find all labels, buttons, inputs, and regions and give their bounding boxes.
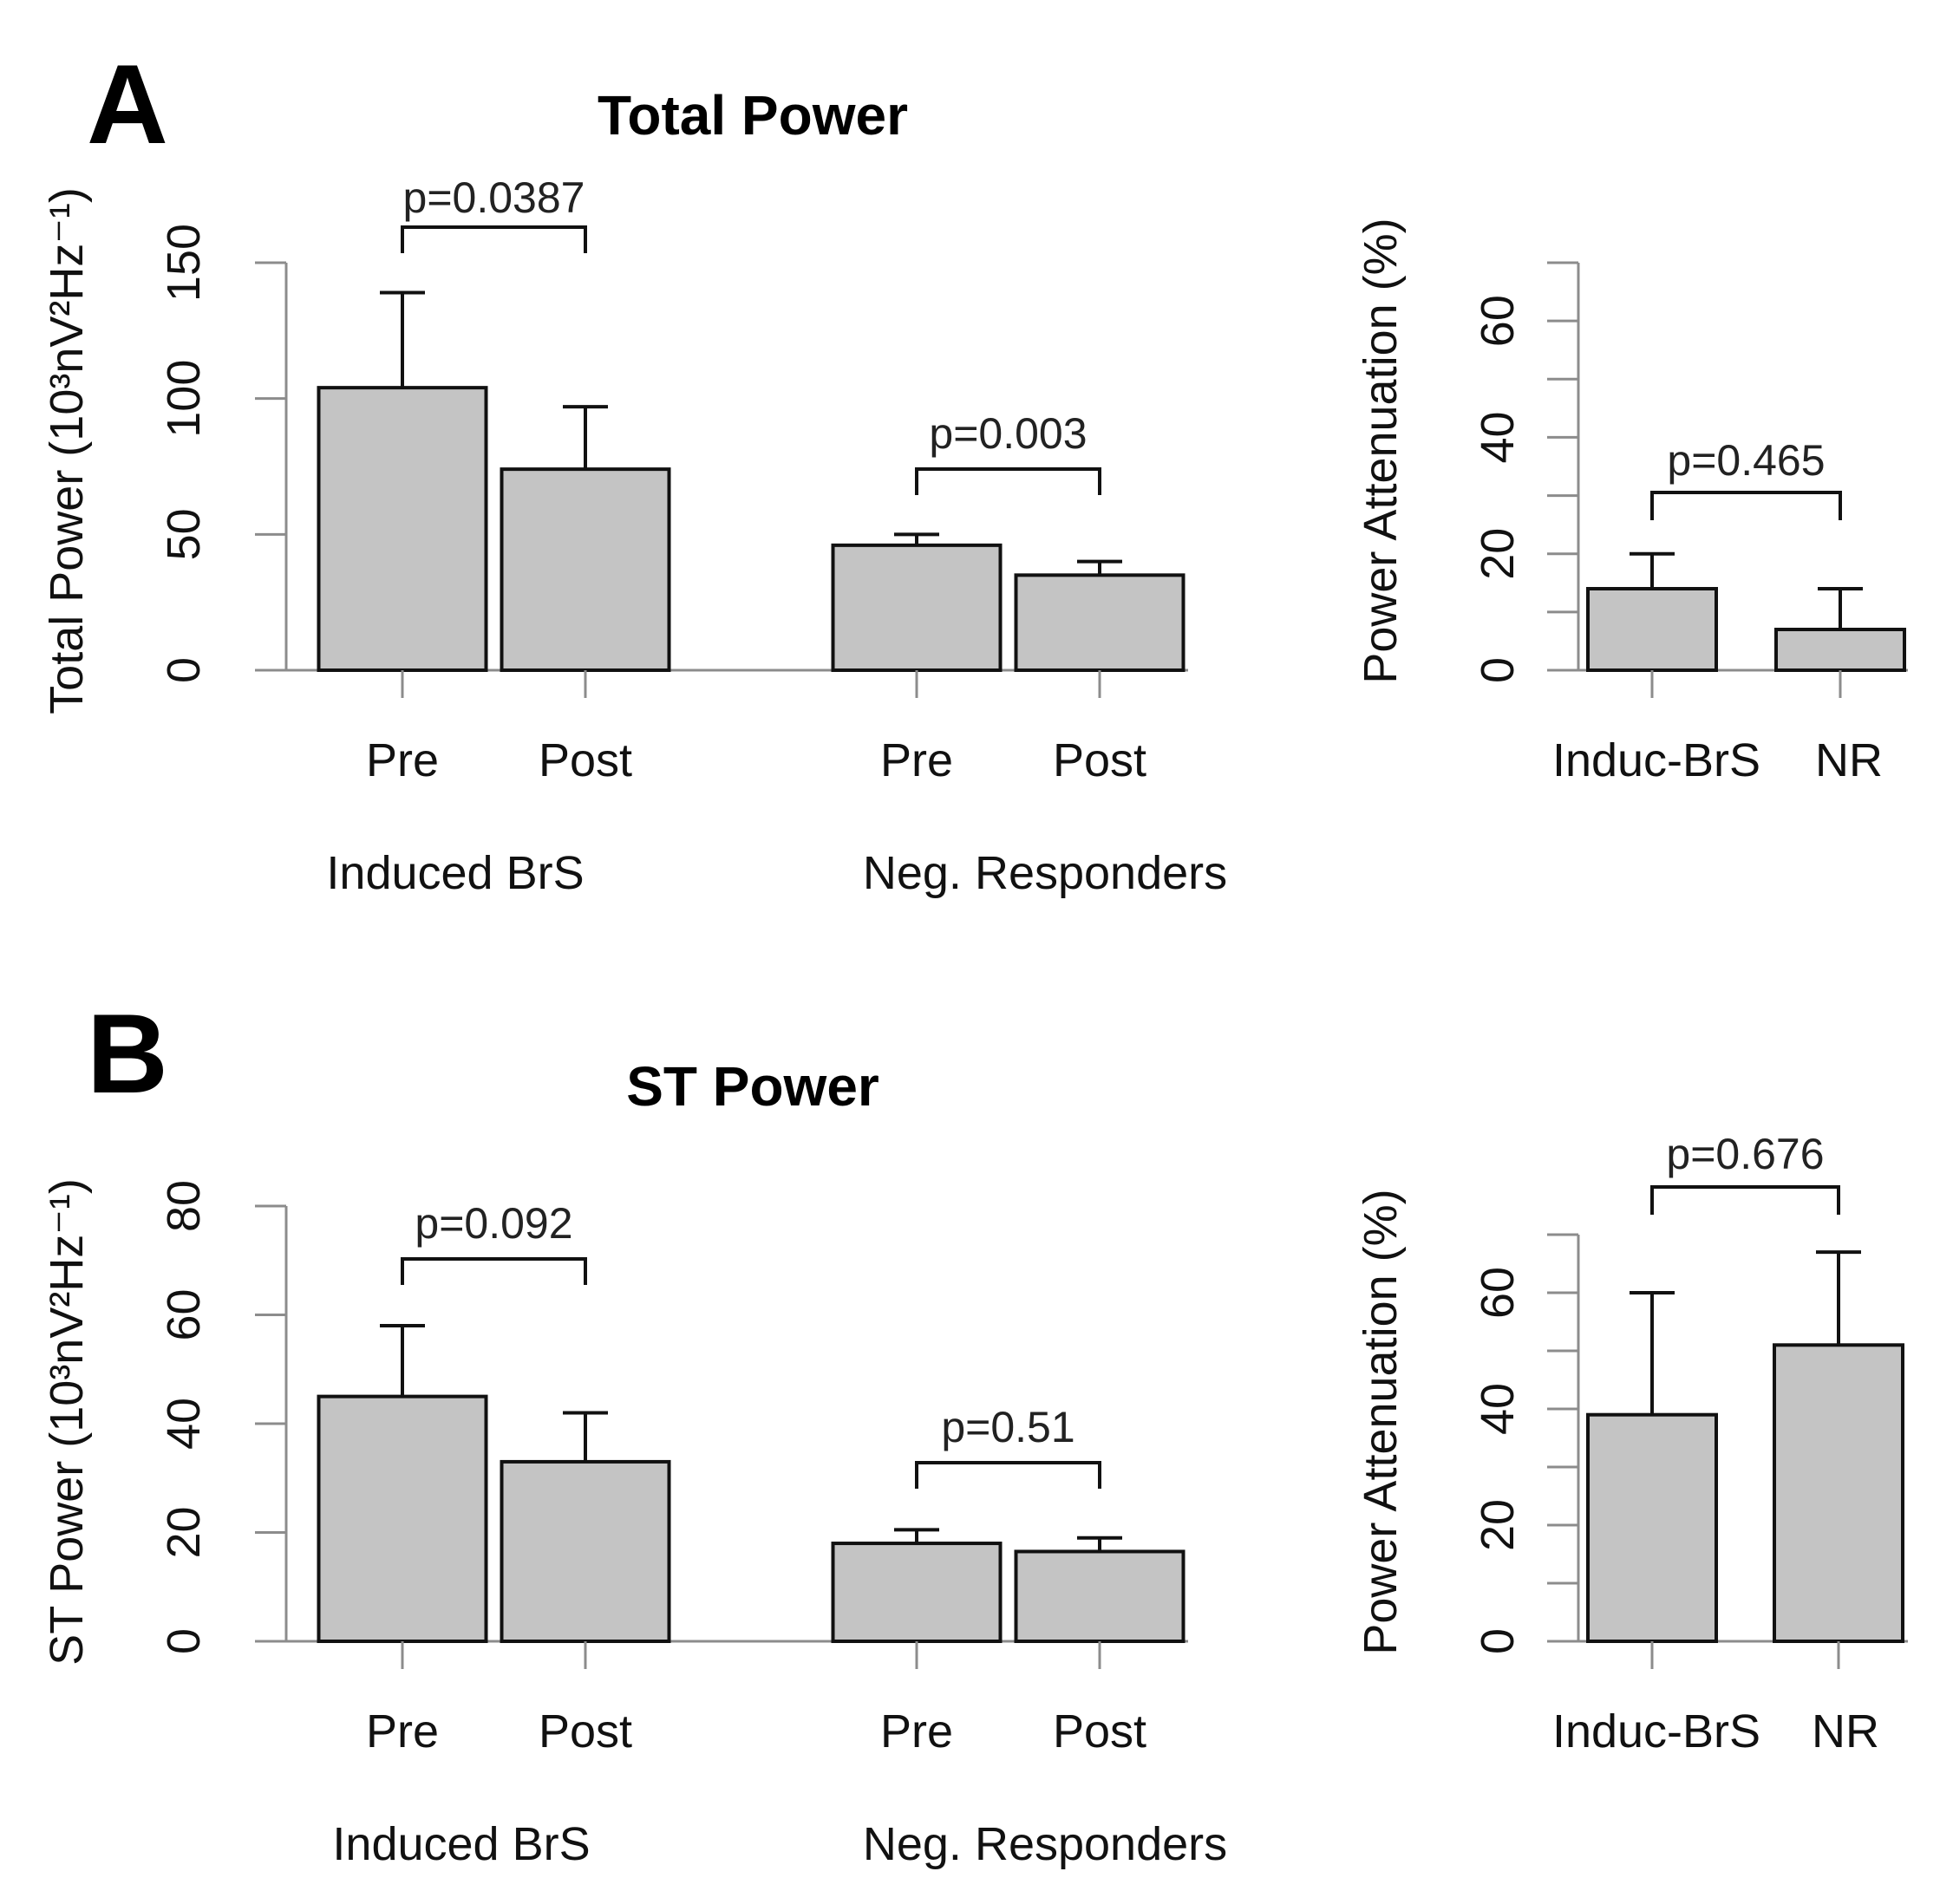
chart0-y-tick-label: 100 <box>158 360 210 438</box>
chart1-y-tick-label: 20 <box>1472 528 1524 580</box>
chart3-category-label: Induc-BrS <box>1552 1705 1760 1757</box>
chart1-bar <box>1774 628 1906 672</box>
chart2-y-tick-label: 40 <box>158 1398 210 1450</box>
chart3-category-label: NR <box>1812 1705 1879 1757</box>
chart2-bar <box>500 1459 671 1644</box>
chart0-p-value: p=0.0387 <box>403 173 585 222</box>
chart0-y-tick-label: 50 <box>158 508 210 560</box>
chart3-significance-bracket <box>1650 1185 1840 1215</box>
chart1-y-tick-label: 60 <box>1472 295 1524 347</box>
chart1-p-value: p=0.465 <box>1667 436 1825 485</box>
chart0-bar <box>317 386 488 672</box>
chart3-y-tick-label: 60 <box>1472 1267 1524 1319</box>
chart3-y-tick-label: 40 <box>1472 1383 1524 1435</box>
chart0-bar <box>831 543 1003 672</box>
chart0-significance-bracket <box>401 225 587 253</box>
chart1-significance-bracket <box>1650 491 1842 520</box>
chart0-group-label: Induced BrS <box>326 847 584 899</box>
chart0-p-value: p=0.003 <box>929 409 1087 458</box>
chart2-y-tick-label: 80 <box>158 1180 210 1232</box>
chart3-y-axis-label: Power Attenuation (%) <box>1355 1189 1407 1654</box>
chart2-significance-bracket <box>401 1257 587 1285</box>
chart2-category-label: Pre <box>880 1705 953 1757</box>
chart1-bar <box>1586 587 1718 672</box>
chart1-category-label: Induc-BrS <box>1552 734 1760 786</box>
chart2-category-label: Post <box>1053 1705 1146 1757</box>
chart2-bar <box>1014 1549 1186 1644</box>
chart3-y-tick-label: 20 <box>1472 1499 1524 1551</box>
chart0-category-label: Post <box>539 734 632 786</box>
chart0-category-label: Post <box>1053 734 1146 786</box>
chart0-category-label: Pre <box>880 734 953 786</box>
chart2-y-tick-label: 0 <box>158 1628 210 1654</box>
chart0-category-label: Pre <box>366 734 439 786</box>
chart2-p-value: p=0.092 <box>415 1199 572 1248</box>
chart1-y-tick-label: 40 <box>1472 411 1524 463</box>
chart2-bar <box>317 1394 488 1643</box>
chart0-bar <box>500 467 671 673</box>
chart2-y-axis-label: ST Power (10³nV²Hz⁻¹) <box>41 1178 93 1666</box>
chart2-y-tick-label: 60 <box>158 1288 210 1340</box>
chart2-category-label: Pre <box>366 1705 439 1757</box>
chart0-y-axis-label: Total Power (10³nV²Hz⁻¹) <box>41 187 93 714</box>
panel-letter-a: A <box>87 41 168 167</box>
panel-letter-b: B <box>87 990 168 1117</box>
chart3-bar <box>1773 1343 1904 1644</box>
chart2-p-value: p=0.51 <box>941 1403 1074 1451</box>
chart0-significance-bracket <box>915 467 1101 495</box>
chart0-y-tick-label: 150 <box>158 224 210 302</box>
charts-layer: 0 50 100 150 Total Power (10³nV²Hz⁻¹) Pre Post… <box>41 173 1908 1870</box>
chart2-bar <box>831 1542 1003 1644</box>
chart1-y-axis-label: Power Attenuation (%) <box>1355 218 1407 683</box>
chart2-y-tick-label: 20 <box>158 1506 210 1558</box>
chart2-group-label: Induced BrS <box>332 1818 590 1870</box>
chart0-bar <box>1014 573 1186 672</box>
chart2-group-label: Neg. Responders <box>863 1818 1227 1870</box>
chart2-category-label: Post <box>539 1705 632 1757</box>
chart1-y-tick-label: 0 <box>1472 657 1524 683</box>
chart3-bar <box>1586 1412 1718 1643</box>
chart3-p-value: p=0.676 <box>1666 1130 1824 1178</box>
chart0-y-tick-label: 0 <box>158 657 210 683</box>
chart3-y-tick-label: 0 <box>1472 1628 1524 1654</box>
panel-b-title: ST Power <box>626 1055 879 1118</box>
panel-a-title: Total Power <box>598 84 908 147</box>
chart2-significance-bracket <box>915 1461 1101 1489</box>
chart1-category-label: NR <box>1815 734 1883 786</box>
chart0-group-label: Neg. Responders <box>863 847 1227 899</box>
